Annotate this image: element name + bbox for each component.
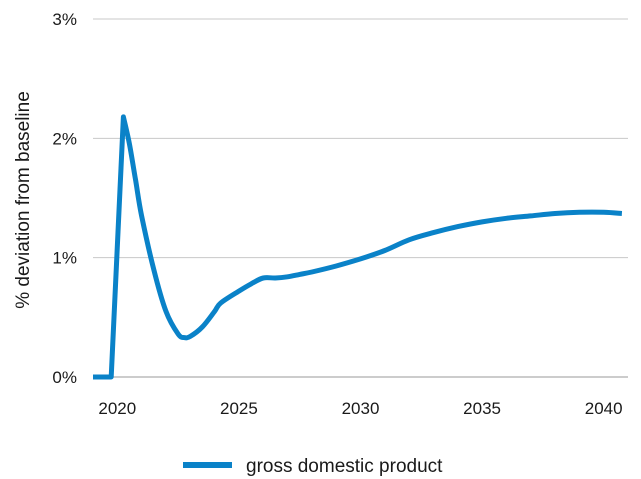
legend: gross domestic product	[183, 456, 443, 477]
grid-lines	[93, 18, 628, 378]
x-tick-label: 2020	[98, 399, 136, 418]
y-tick-label: 1%	[52, 249, 77, 268]
legend-label-gross-domestic-product: gross domestic product	[246, 456, 443, 477]
x-tick-label: 2040	[585, 399, 623, 418]
x-tick-label: 2025	[220, 399, 258, 418]
y-axis-label: % deviation from baseline	[13, 91, 34, 309]
y-tick-label: 2%	[52, 129, 77, 148]
series-line-gross-domestic-product	[93, 114, 623, 380]
x-tick-label: 2030	[342, 399, 380, 418]
x-axis-ticks: 2020 2025 2030 2035 2040	[98, 399, 622, 418]
y-tick-label: 3%	[52, 10, 77, 29]
series-layer	[93, 114, 623, 380]
y-tick-label: 0%	[52, 368, 77, 387]
y-axis-ticks: 0% 1% 2% 3%	[52, 10, 77, 387]
x-tick-label: 2035	[463, 399, 501, 418]
